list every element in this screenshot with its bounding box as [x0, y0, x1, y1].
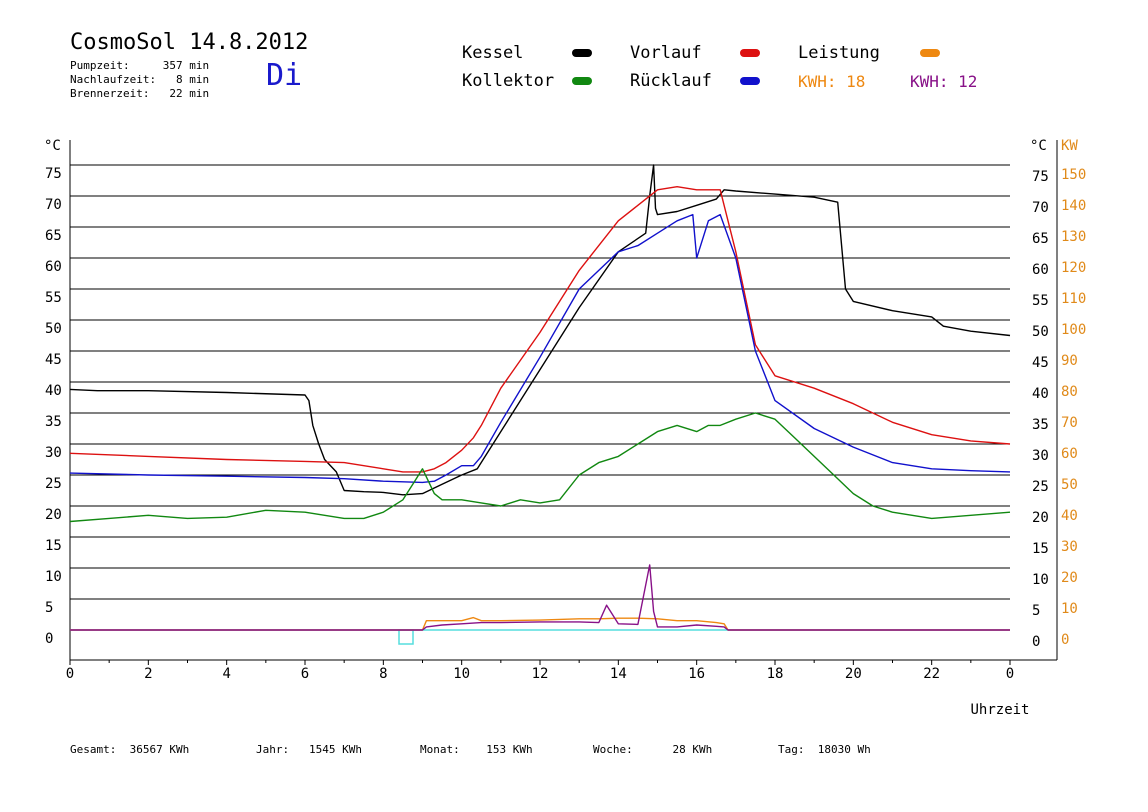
y-tick-label-left: 20: [45, 507, 62, 523]
legend-leistung: Leistung: [798, 43, 880, 63]
y-tick-label-right: 10: [1032, 572, 1049, 588]
y-tick-label-left: 40: [45, 383, 62, 399]
y-tick-label-left: 70: [45, 197, 62, 213]
kw-tick-label: 10: [1061, 601, 1078, 617]
x-tick-label: 14: [610, 666, 627, 682]
kw-tick-label: 20: [1061, 570, 1078, 586]
y-axis-unit-right: °C: [1030, 138, 1047, 154]
y-tick-label-right: 70: [1032, 200, 1049, 216]
y-tick-label-right: 40: [1032, 386, 1049, 402]
kwh-total-orange: KWH: 18: [798, 72, 866, 91]
x-tick-label: 0: [66, 666, 74, 682]
x-tick-label: 6: [301, 666, 309, 682]
y-tick-label-left: 65: [45, 228, 62, 244]
y-tick-label-right: 65: [1032, 231, 1049, 247]
series-line-leistung: [70, 616, 1010, 631]
page-title: CosmoSol 14.8.2012: [70, 30, 309, 55]
footer-monat: Monat: 153 KWh: [420, 743, 533, 756]
legend-leistung-swatch: [920, 49, 940, 57]
footer-jahr: Jahr: 1545 KWh: [256, 743, 362, 756]
series-line-vorlauf: [69, 185, 1011, 473]
y-tick-label-left: 60: [45, 259, 62, 275]
x-tick-label: 16: [688, 666, 705, 682]
kw-tick-label: 90: [1061, 353, 1078, 369]
y-tick-label-left: 75: [45, 166, 62, 182]
kw-tick-label: 40: [1061, 508, 1078, 524]
series-line-leistung-2: [70, 564, 1010, 631]
legend-kessel: Kessel: [462, 43, 524, 63]
kw-tick-label: 0: [1061, 632, 1069, 648]
kw-tick-label: 100: [1061, 322, 1086, 338]
pumpzeit-stat: Pumpzeit: 357 min: [70, 59, 210, 72]
kw-axis-unit: KW: [1061, 138, 1078, 154]
series-line-kollektor: [69, 412, 1011, 523]
y-tick-label-left: 55: [45, 290, 62, 306]
kw-tick-label: 70: [1061, 415, 1078, 431]
y-tick-label-left: 45: [45, 352, 62, 368]
legend-kollektor-swatch: [572, 77, 592, 85]
legend-ruecklauf: Rücklauf: [630, 71, 712, 91]
legend-vorlauf: Vorlauf: [630, 43, 702, 63]
kw-tick-label: 150: [1061, 167, 1086, 183]
x-tick-label: 12: [532, 666, 549, 682]
brennerzeit-stat: Brennerzeit: 22 min: [70, 87, 210, 100]
x-tick-label: 0: [1006, 666, 1014, 682]
legend-kessel-swatch: [572, 49, 592, 57]
series-line-kessel: [69, 164, 1011, 496]
kw-tick-label: 120: [1061, 260, 1086, 276]
kwh-total-purple: KWH: 12: [910, 72, 978, 91]
kw-tick-label: 30: [1061, 539, 1078, 555]
x-tick-label: 2: [144, 666, 152, 682]
y-tick-label-right: 5: [1032, 603, 1040, 619]
x-tick-label: 18: [767, 666, 784, 682]
x-tick-label: 20: [845, 666, 862, 682]
status-marker: [398, 629, 414, 645]
y-tick-label-left: 50: [45, 321, 62, 337]
legend-ruecklauf-swatch: [740, 77, 760, 85]
y-tick-label-right: 60: [1032, 262, 1049, 278]
series-line-r-cklauf: [69, 213, 1011, 484]
y-tick-label-right: 15: [1032, 541, 1049, 557]
kw-tick-label: 80: [1061, 384, 1078, 400]
y-tick-label-right: 45: [1032, 355, 1049, 371]
y-tick-label-right: 35: [1032, 417, 1049, 433]
y-tick-label-left: 25: [45, 476, 62, 492]
x-tick-label: 22: [923, 666, 940, 682]
kw-tick-label: 110: [1061, 291, 1086, 307]
footer-woche: Woche: 28 KWh: [593, 743, 713, 756]
legend-vorlauf-swatch: [740, 49, 760, 57]
kw-tick-label: 50: [1061, 477, 1078, 493]
nachlaufzeit-stat: Nachlaufzeit: 8 min: [70, 73, 210, 86]
y-tick-label-right: 20: [1032, 510, 1049, 526]
x-axis-label: Uhrzeit: [970, 702, 1029, 718]
footer-gesamt: Gesamt: 36567 KWh: [70, 743, 190, 756]
y-tick-label-left: 35: [45, 414, 62, 430]
y-tick-label-right: 0: [1032, 634, 1040, 650]
kw-tick-label: 140: [1061, 198, 1086, 214]
x-tick-label: 8: [379, 666, 387, 682]
legend-kollektor: Kollektor: [462, 71, 555, 91]
weekday-label: Di: [266, 58, 303, 93]
y-tick-label-left: 0: [45, 631, 53, 647]
y-tick-label-right: 75: [1032, 169, 1049, 185]
x-tick-label: 4: [222, 666, 230, 682]
y-tick-label-right: 55: [1032, 293, 1049, 309]
y-tick-label-right: 30: [1032, 448, 1049, 464]
y-axis-unit-left: °C: [44, 138, 61, 154]
y-tick-label-right: 50: [1032, 324, 1049, 340]
y-tick-label-left: 10: [45, 569, 62, 585]
y-tick-label-right: 25: [1032, 479, 1049, 495]
y-tick-label-left: 15: [45, 538, 62, 554]
kw-tick-label: 60: [1061, 446, 1078, 462]
y-tick-label-left: 5: [45, 600, 53, 616]
footer-tag: Tag: 18030 Wh: [778, 743, 871, 756]
x-tick-label: 10: [453, 666, 470, 682]
y-tick-label-left: 30: [45, 445, 62, 461]
kw-tick-label: 130: [1061, 229, 1086, 245]
